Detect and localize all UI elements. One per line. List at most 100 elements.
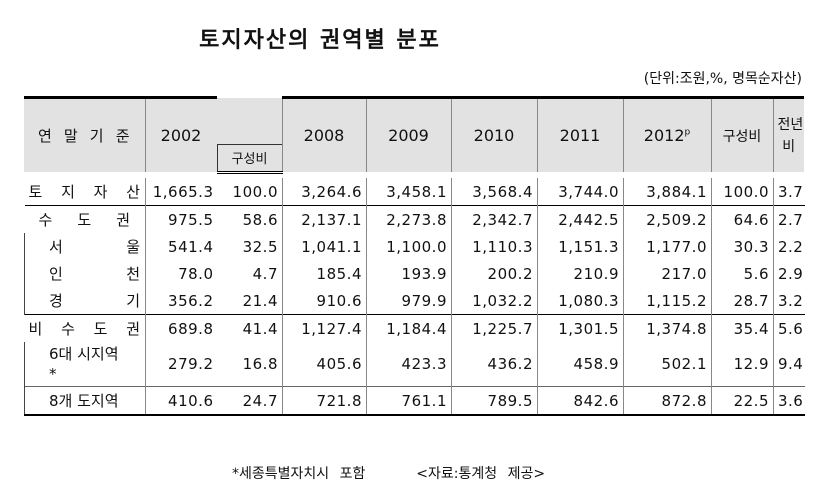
table-row-noncapital: 비 수 도 권 689.8 41.4 1,127.4 1,184.4 1,225…: [24, 314, 805, 342]
header-row: 연 말 기 준 2002 2008 2009 2010 2011 2012p 구…: [24, 96, 804, 172]
cell: 193.9: [366, 260, 452, 287]
land-asset-body: 토 지 자 산 1,665.3 100.0 3,264.6 3,458.1 3,…: [24, 178, 805, 416]
land-asset-table: 연 말 기 준 2002 2008 2009 2010 2011 2012p 구…: [24, 96, 804, 184]
cell: 5.6: [773, 314, 805, 342]
cell: 12.9: [711, 342, 774, 387]
cell: 3,744.0: [537, 178, 624, 206]
header-row-2: 구성비: [24, 143, 804, 174]
footnote-sejong: *세종특별자치시 포함: [232, 466, 366, 482]
cell: 1,151.3: [537, 233, 624, 260]
cell: 1,177.0: [623, 233, 712, 260]
unit-note: (단위:조원,%, 명목순자산): [643, 71, 802, 87]
cell: 761.1: [366, 386, 452, 416]
cell: 4.7: [252, 264, 278, 283]
cell: 2,342.7: [451, 205, 538, 233]
row-label-incheon: 인 천: [24, 260, 146, 287]
cell: 78.0: [145, 260, 218, 287]
row-label-six-cities: 6대 시지역 *: [24, 342, 146, 387]
row-label-seoul: 서 울: [24, 233, 146, 260]
cell: 2,273.8: [366, 205, 452, 233]
cell: 872.8: [623, 386, 712, 416]
header-year-2002: 2002: [144, 96, 217, 172]
cell: 502.1: [623, 342, 712, 387]
cell: 100.0: [232, 182, 278, 201]
header-share-2002: 구성비: [216, 143, 282, 174]
cell: 410.6: [145, 386, 218, 416]
source-note: <자료:통계청 제공>: [416, 466, 546, 482]
cell: 64.6: [711, 205, 774, 233]
cell: 28.7: [711, 287, 774, 315]
page-title: 토지자산의 권역별 분포: [199, 28, 441, 53]
cell: 16.8: [242, 355, 278, 373]
table-row-capital: 수 도 권 975.5 58.6 2,137.1 2,273.8 2,342.7…: [24, 205, 805, 233]
cell: 1,110.3: [451, 233, 538, 260]
header-share-2012: 구성비: [710, 96, 773, 172]
cell: 436.2: [451, 342, 538, 387]
cell: 1,100.0: [366, 233, 452, 260]
cell: 279.2: [145, 342, 218, 387]
cell: 1,301.5: [537, 314, 624, 342]
cell: 405.6: [282, 342, 367, 387]
table-row-six-cities: 6대 시지역 * 279.2 16.8 405.6 423.3 436.2 458…: [24, 342, 805, 387]
cell: 185.4: [282, 260, 367, 287]
cell: 1,080.3: [537, 287, 624, 315]
header-blank: [217, 97, 282, 144]
cell: 41.4: [217, 314, 283, 342]
cell: 2.2: [773, 233, 805, 260]
header-year-2010: 2010: [450, 96, 537, 172]
cell: 210.9: [537, 260, 624, 287]
cell: 3,458.1: [366, 178, 452, 206]
row-label-eight-provinces: 8개 도지역: [24, 386, 146, 416]
cell: 217.0: [623, 260, 712, 287]
header-year-2011: 2011: [536, 96, 623, 172]
cell: 910.6: [282, 287, 367, 315]
cell: 5.6: [711, 260, 774, 287]
cell: 9.4: [773, 342, 805, 387]
header-yoy: 전년 비: [772, 96, 804, 172]
cell: 1,127.4: [282, 314, 367, 342]
footnote: *세종특별자치시 포함 <자료:통계청 제공>: [232, 463, 545, 483]
cell: 721.8: [282, 386, 367, 416]
cell: 1,184.4: [366, 314, 452, 342]
cell: 3.2: [773, 287, 805, 315]
row-label-noncapital: 비 수 도 권: [24, 314, 146, 342]
cell: 1,041.1: [282, 233, 367, 260]
cell: 3,884.1: [623, 178, 712, 206]
cell: 2.9: [773, 260, 805, 287]
cell: 689.8: [145, 314, 218, 342]
cell: 1,115.2: [623, 287, 712, 315]
table-row-total: 토 지 자 산 1,665.3 100.0 3,264.6 3,458.1 3,…: [25, 178, 805, 206]
cell: 789.5: [451, 386, 538, 416]
cell: 22.5: [711, 386, 774, 416]
row-label-total: 토 지 자 산: [28, 183, 141, 201]
table-row-seoul: 서 울 541.4 32.5 1,041.1 1,100.0 1,110.3 1…: [24, 233, 805, 260]
cell: 458.9: [537, 342, 624, 387]
cell: 979.9: [366, 287, 452, 315]
table-row-gyeonggi: 경 기 356.2 21.4 910.6 979.9 1,032.2 1,080…: [24, 287, 805, 315]
cell: 35.4: [711, 314, 774, 342]
header-row-label: 연 말 기 준: [24, 96, 145, 172]
header-year-2008: 2008: [281, 96, 366, 172]
cell: 58.6: [217, 205, 283, 233]
cell: 2,137.1: [282, 205, 367, 233]
table-row-incheon: 인 천 78.0 4.7 185.4 193.9 200.2 210.9 217…: [24, 260, 805, 287]
cell: 21.4: [242, 291, 278, 310]
cell: 1,032.2: [451, 287, 538, 315]
cell: 356.2: [145, 287, 218, 315]
cell: 1,665.3: [145, 178, 218, 206]
cell: 423.3: [366, 342, 452, 387]
cell: 32.5: [242, 237, 278, 256]
row-label-gyeonggi: 경 기: [24, 287, 146, 315]
header-year-2009: 2009: [365, 96, 451, 172]
cell: 3,264.6: [282, 178, 367, 206]
cell: 2,509.2: [623, 205, 712, 233]
cell: 3.7: [773, 178, 805, 206]
cell: 1,225.7: [451, 314, 538, 342]
cell: 3,568.4: [451, 178, 538, 206]
cell: 3.6: [773, 386, 805, 416]
cell: 2.7: [773, 205, 805, 233]
row-label-capital: 수 도 권: [24, 205, 146, 233]
cell: 200.2: [451, 260, 538, 287]
cell: 2,442.5: [537, 205, 624, 233]
table-row-eight-provinces: 8개 도지역 410.6 24.7 721.8 761.1 789.5 842.…: [24, 386, 805, 416]
